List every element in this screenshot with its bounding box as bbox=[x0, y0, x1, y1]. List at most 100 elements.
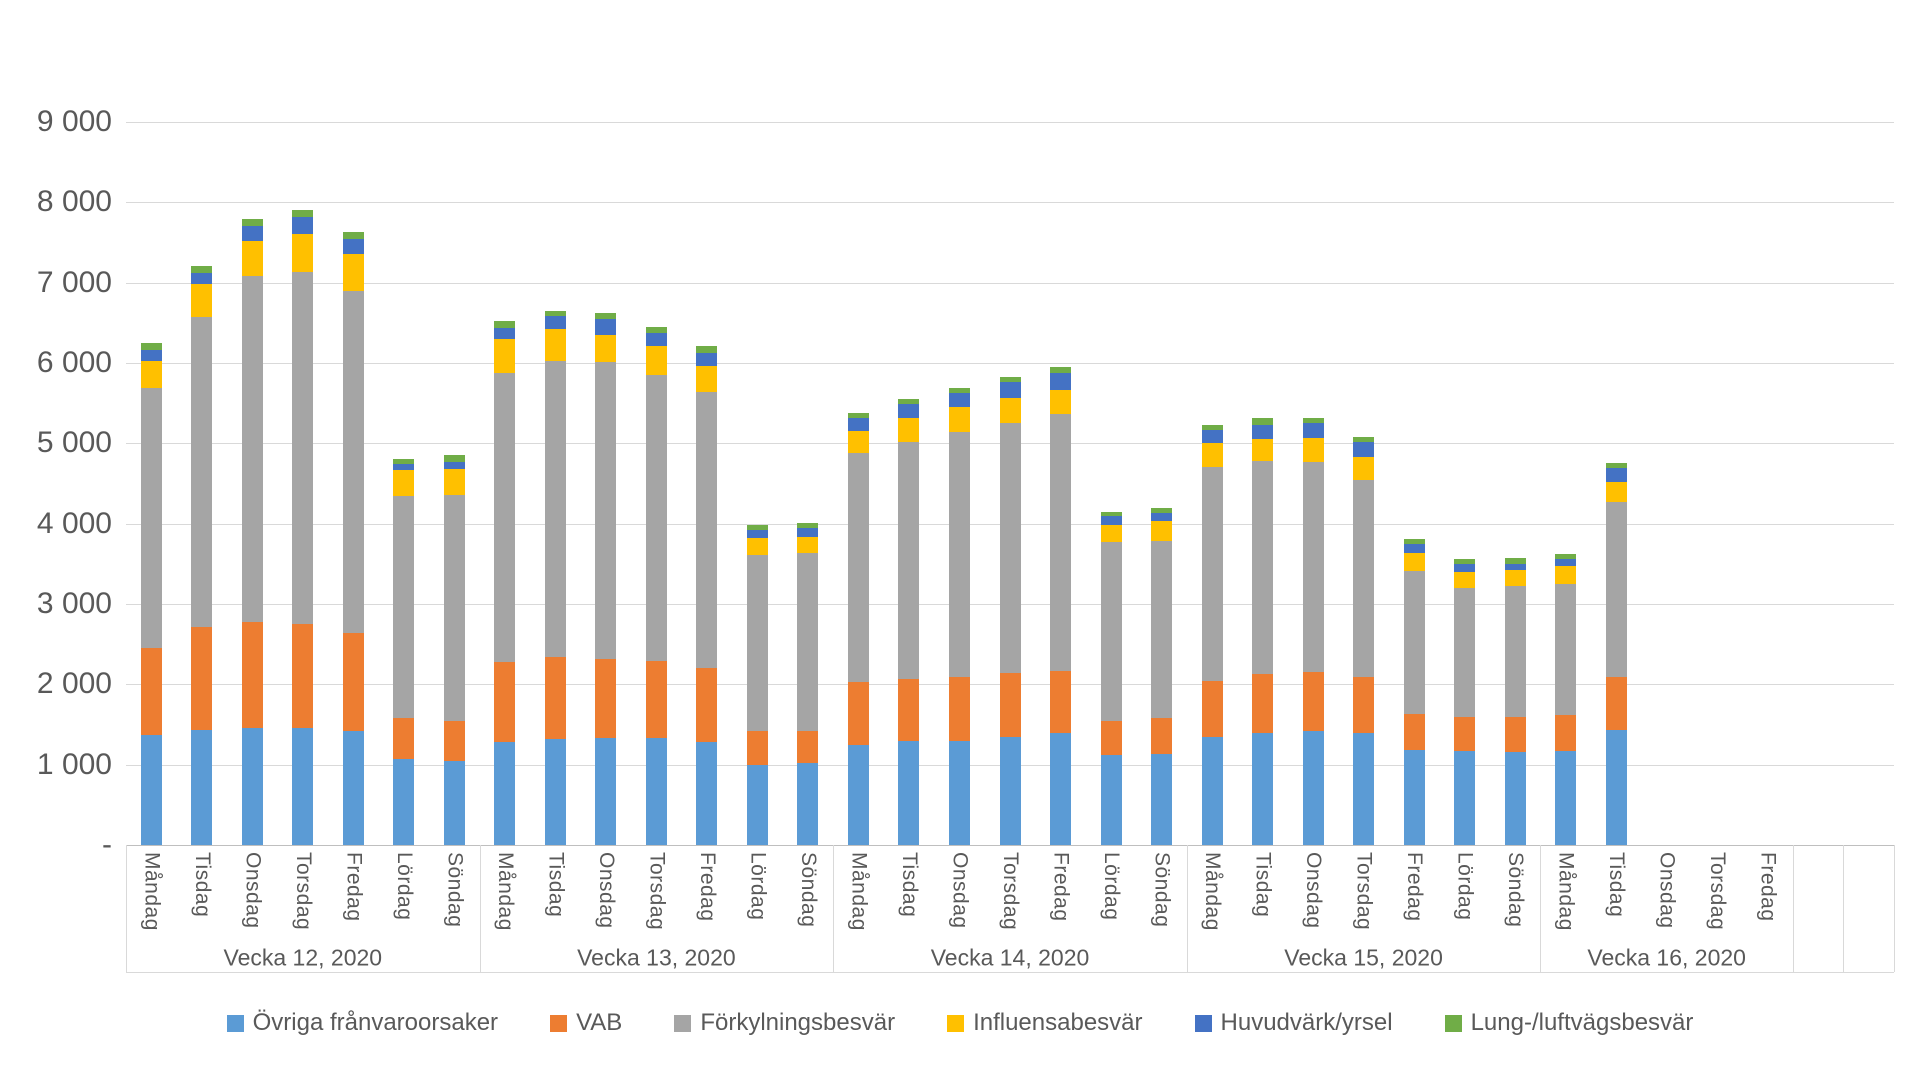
bar-segment-4[interactable] bbox=[1403, 553, 1425, 572]
bar-segment-5[interactable] bbox=[241, 226, 263, 241]
bar-segment-3[interactable] bbox=[948, 432, 970, 678]
bar-segment-6[interactable] bbox=[191, 265, 213, 274]
bar-lördag[interactable] bbox=[393, 458, 415, 845]
bar-segment-1[interactable] bbox=[999, 736, 1021, 845]
bar-segment-3[interactable] bbox=[595, 362, 617, 659]
bar-segment-3[interactable] bbox=[1605, 501, 1627, 678]
bar-segment-2[interactable] bbox=[847, 681, 869, 745]
bar-segment-1[interactable] bbox=[292, 728, 314, 845]
bar-segment-2[interactable] bbox=[1252, 673, 1274, 733]
bar-segment-1[interactable] bbox=[948, 740, 970, 845]
bar-onsdag[interactable] bbox=[948, 387, 970, 845]
bar-segment-5[interactable] bbox=[1353, 441, 1375, 458]
bar-segment-6[interactable] bbox=[1555, 554, 1577, 560]
bar-segment-2[interactable] bbox=[1555, 714, 1577, 752]
bar-segment-5[interactable] bbox=[1403, 543, 1425, 554]
bar-segment-4[interactable] bbox=[1302, 437, 1324, 462]
bar-segment-1[interactable] bbox=[544, 738, 566, 845]
bar-segment-4[interactable] bbox=[595, 334, 617, 363]
bar-torsdag[interactable] bbox=[645, 326, 667, 845]
bar-söndag[interactable] bbox=[797, 522, 819, 845]
bar-segment-4[interactable] bbox=[241, 240, 263, 277]
bar-segment-5[interactable] bbox=[1100, 516, 1122, 526]
bar-segment-1[interactable] bbox=[797, 763, 819, 845]
bar-segment-1[interactable] bbox=[191, 730, 213, 845]
bar-segment-4[interactable] bbox=[1504, 570, 1526, 587]
bar-segment-2[interactable] bbox=[595, 658, 617, 739]
bar-segment-3[interactable] bbox=[1302, 461, 1324, 673]
bar-segment-6[interactable] bbox=[1201, 424, 1223, 430]
bar-segment-2[interactable] bbox=[1504, 717, 1526, 752]
bar-segment-2[interactable] bbox=[494, 661, 516, 743]
bar-segment-1[interactable] bbox=[140, 734, 162, 845]
bar-segment-4[interactable] bbox=[797, 536, 819, 553]
bar-segment-6[interactable] bbox=[1403, 538, 1425, 544]
bar-segment-1[interactable] bbox=[241, 727, 263, 845]
bar-segment-4[interactable] bbox=[948, 407, 970, 433]
bar-segment-2[interactable] bbox=[443, 720, 465, 761]
bar-tisdag[interactable] bbox=[544, 310, 566, 845]
bar-segment-6[interactable] bbox=[1605, 463, 1627, 469]
bar-segment-1[interactable] bbox=[1252, 732, 1274, 845]
bar-torsdag[interactable] bbox=[1353, 436, 1375, 845]
bar-tisdag[interactable] bbox=[898, 399, 920, 845]
legend-item[interactable]: Huvudvärk/yrsel bbox=[1194, 1009, 1393, 1037]
bar-segment-4[interactable] bbox=[393, 469, 415, 497]
bar-segment-5[interactable] bbox=[1454, 563, 1476, 572]
bar-segment-6[interactable] bbox=[595, 313, 617, 319]
bar-segment-1[interactable] bbox=[847, 744, 869, 845]
bar-segment-2[interactable] bbox=[292, 624, 314, 729]
bar-segment-5[interactable] bbox=[1050, 372, 1071, 390]
bar-segment-4[interactable] bbox=[544, 329, 566, 362]
bar-segment-1[interactable] bbox=[898, 741, 920, 845]
bar-segment-3[interactable] bbox=[1151, 540, 1173, 719]
bar-segment-5[interactable] bbox=[1252, 424, 1274, 439]
bar-segment-5[interactable] bbox=[393, 464, 415, 470]
bar-segment-3[interactable] bbox=[746, 555, 768, 731]
bar-segment-2[interactable] bbox=[140, 648, 162, 735]
bar-segment-4[interactable] bbox=[494, 338, 516, 373]
bar-segment-5[interactable] bbox=[999, 381, 1021, 399]
bar-segment-3[interactable] bbox=[342, 290, 364, 633]
bar-segment-5[interactable] bbox=[797, 527, 819, 537]
bar-söndag[interactable] bbox=[443, 455, 465, 845]
legend-item[interactable]: VAB bbox=[550, 1009, 622, 1037]
bar-torsdag[interactable] bbox=[292, 210, 314, 845]
bar-lördag[interactable] bbox=[746, 525, 768, 845]
bar-segment-5[interactable] bbox=[544, 316, 566, 330]
bar-segment-5[interactable] bbox=[847, 417, 869, 431]
bar-segment-4[interactable] bbox=[140, 361, 162, 388]
bar-segment-2[interactable] bbox=[1151, 718, 1173, 755]
bar-segment-2[interactable] bbox=[696, 668, 718, 743]
bar-segment-1[interactable] bbox=[1302, 731, 1324, 845]
bar-segment-3[interactable] bbox=[1100, 542, 1122, 721]
bar-segment-5[interactable] bbox=[696, 352, 718, 367]
bar-segment-5[interactable] bbox=[898, 404, 920, 418]
bar-segment-2[interactable] bbox=[746, 730, 768, 765]
bar-segment-6[interactable] bbox=[342, 232, 364, 239]
bar-segment-2[interactable] bbox=[191, 626, 213, 731]
bar-segment-6[interactable] bbox=[1353, 436, 1375, 442]
bar-segment-6[interactable] bbox=[696, 346, 718, 353]
legend-item[interactable]: Lung-/luftvägsbesvär bbox=[1444, 1009, 1693, 1037]
bar-segment-1[interactable] bbox=[1605, 730, 1627, 845]
bar-segment-5[interactable] bbox=[1151, 513, 1173, 522]
bar-segment-6[interactable] bbox=[241, 219, 263, 227]
bar-segment-5[interactable] bbox=[1555, 559, 1577, 567]
bar-segment-5[interactable] bbox=[1504, 563, 1526, 571]
bar-segment-3[interactable] bbox=[1555, 583, 1577, 715]
bar-söndag[interactable] bbox=[1504, 558, 1526, 845]
bar-segment-1[interactable] bbox=[696, 742, 718, 845]
bar-segment-2[interactable] bbox=[342, 632, 364, 732]
bar-segment-6[interactable] bbox=[544, 310, 566, 317]
bar-segment-2[interactable] bbox=[999, 673, 1021, 737]
bar-segment-3[interactable] bbox=[1201, 467, 1223, 682]
bar-segment-1[interactable] bbox=[443, 760, 465, 845]
bar-segment-2[interactable] bbox=[1605, 677, 1627, 731]
bar-segment-5[interactable] bbox=[595, 318, 617, 335]
bar-segment-2[interactable] bbox=[544, 657, 566, 739]
bar-segment-4[interactable] bbox=[191, 284, 213, 318]
bar-segment-3[interactable] bbox=[140, 387, 162, 649]
bar-segment-4[interactable] bbox=[292, 234, 314, 273]
bar-segment-4[interactable] bbox=[898, 417, 920, 442]
